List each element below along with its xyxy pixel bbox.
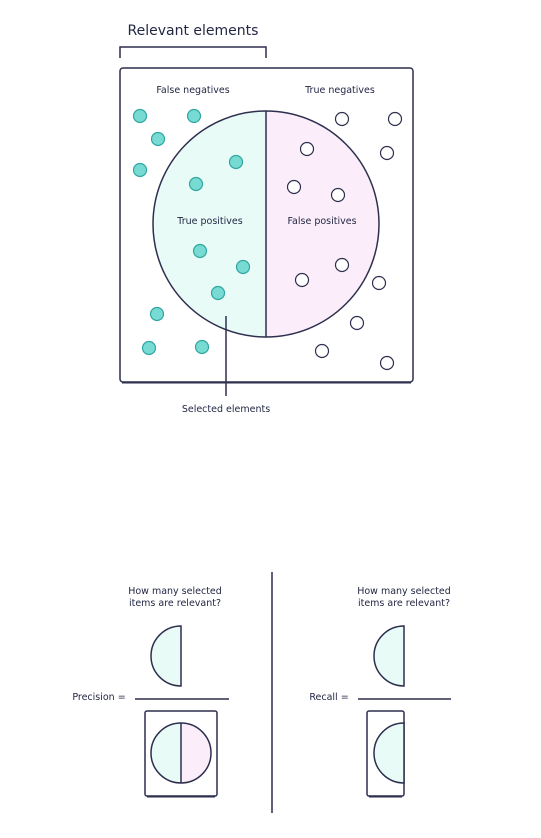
relevant-dot [141, 340, 157, 356]
relevant-dot [186, 108, 202, 124]
relevant-dot [192, 243, 208, 259]
relevant-dot [228, 154, 244, 170]
recall-question-line1: How many selected [357, 586, 451, 597]
relevant-dots [132, 108, 251, 356]
top-diagram: Relevant elements False negatives True n… [119, 23, 414, 415]
recall-denominator-half-circle [373, 722, 405, 784]
relevant-elements-label: Relevant elements [128, 23, 259, 39]
nonrelevant-dot [387, 111, 403, 127]
precision-denominator-right-half [181, 723, 211, 783]
nonrelevant-dot [314, 343, 330, 359]
precision-question-line1: How many selected [128, 586, 222, 597]
nonrelevant-dot [286, 179, 302, 195]
relevant-dot [150, 131, 166, 147]
precision-question-line2: items are relevant? [129, 598, 221, 609]
nonrelevant-dots [286, 111, 403, 371]
nonrelevant-dot [294, 272, 310, 288]
recall-label: Recall = [309, 692, 348, 703]
recall-formula: How many selected items are relevant? Re… [309, 586, 451, 798]
nonrelevant-dot [379, 145, 395, 161]
false-positive-half-region [266, 111, 379, 337]
recall-numerator-half-circle [373, 625, 405, 687]
population-frame [119, 67, 414, 383]
nonrelevant-dot [379, 355, 395, 371]
selected-circle [152, 110, 380, 338]
relevant-dot [194, 339, 210, 355]
nonrelevant-dot [334, 257, 350, 273]
nonrelevant-dot [349, 315, 365, 331]
recall-question-line2: items are relevant? [358, 598, 450, 609]
nonrelevant-dot [299, 141, 315, 157]
nonrelevant-dot [330, 187, 346, 203]
relevant-dot [149, 306, 165, 322]
nonrelevant-dot [334, 111, 350, 127]
true-negatives-label: True negatives [304, 85, 375, 96]
precision-label: Precision = [72, 692, 125, 703]
relevant-dot [210, 285, 226, 301]
relevant-dot [132, 162, 148, 178]
precision-formula: How many selected items are relevant? Pr… [72, 586, 229, 798]
precision-numerator-half-circle [150, 625, 182, 687]
precision-denominator-left-half [151, 723, 181, 783]
false-positives-label: False positives [287, 216, 356, 227]
nonrelevant-dot [371, 275, 387, 291]
precision-denominator-frame [144, 710, 218, 797]
selected-elements-label: Selected elements [182, 404, 270, 415]
relevant-dot [235, 259, 251, 275]
relevant-dot [188, 176, 204, 192]
relevant-dot [132, 108, 148, 124]
true-positives-label: True positives [176, 216, 242, 227]
false-negatives-label: False negatives [156, 85, 229, 96]
relevant-bracket [119, 46, 267, 58]
